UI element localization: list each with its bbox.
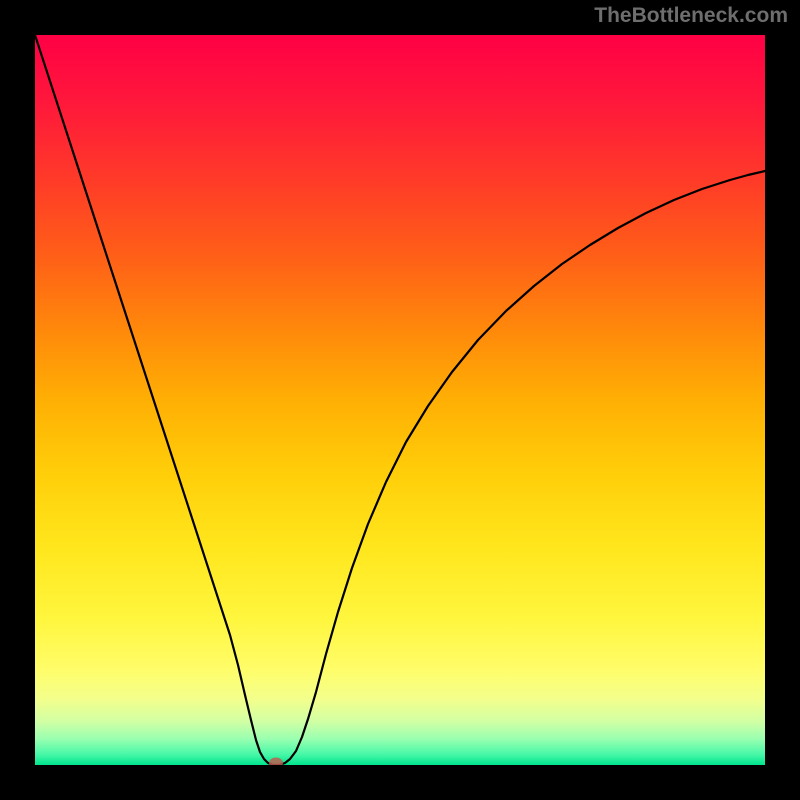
watermark-text: TheBottleneck.com [594,4,788,28]
chart-area [35,35,765,765]
outer-frame: TheBottleneck.com [0,0,800,800]
gradient-background [35,35,765,765]
chart-svg [35,35,765,765]
